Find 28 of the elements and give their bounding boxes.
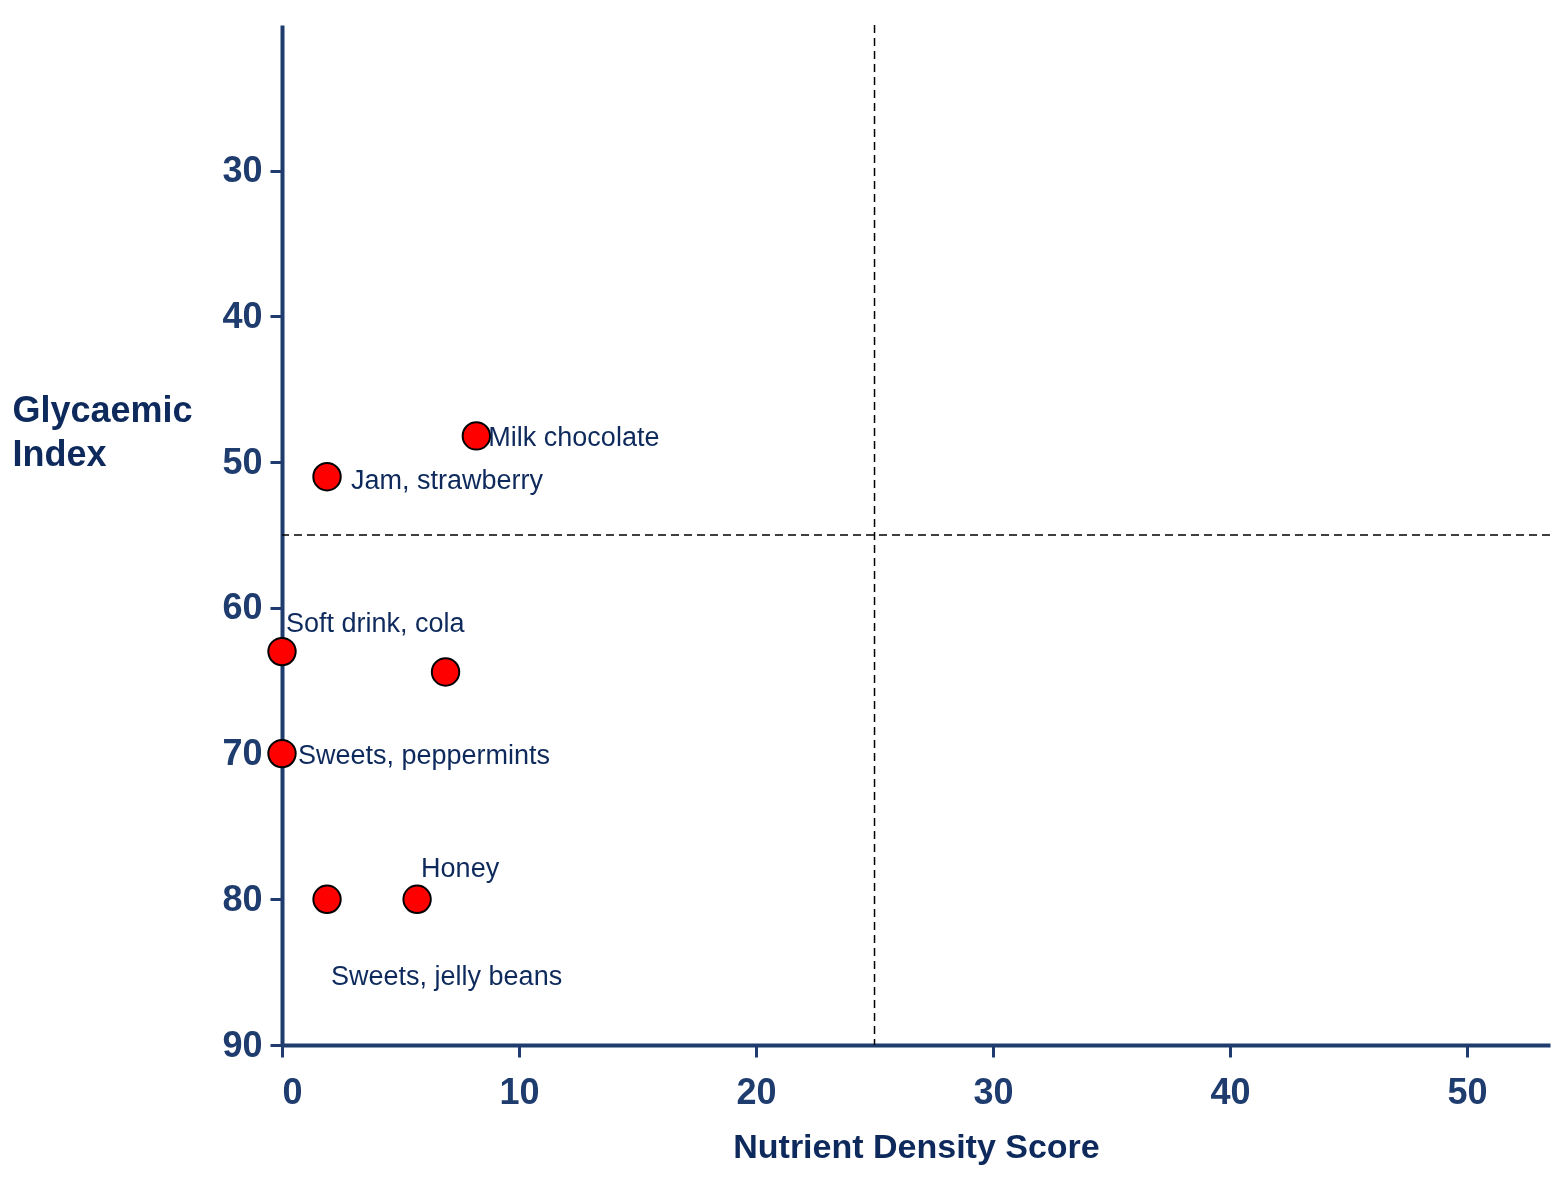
y-tick-label: 90 [222,1023,263,1065]
annotation: Sweets, jelly beans [331,961,563,992]
annotation: Soft drink, cola [286,607,466,638]
annotation: Sweets, peppermints [298,739,551,770]
point [430,657,461,687]
point [461,421,492,451]
point [402,884,432,914]
annotation: Honey [421,853,500,884]
x-tick-label: 40 [1210,1070,1251,1112]
y-tick-label: 60 [222,586,263,628]
point [267,738,297,769]
point [267,636,297,667]
annotation: Milk chocolate [488,421,660,452]
x-axis-title: Nutrient Density Score [733,1126,1100,1165]
point [312,884,342,914]
y-tick-label: 70 [222,732,263,774]
annotation: Jam, strawberry [351,464,544,495]
x-tick-label: 10 [499,1070,540,1112]
y-axis-title: Glycaemic Index [12,388,193,474]
point [312,462,342,492]
y-tick-label: 80 [222,877,263,919]
y-tick-label: 50 [222,440,263,482]
x-tick-label: 20 [736,1070,777,1112]
x-tick-label: 30 [973,1070,1014,1112]
x-tick-label: 50 [1447,1070,1488,1112]
x-tick-label: 0 [282,1070,303,1112]
y-tick-label: 40 [222,294,263,336]
y-tick-label: 30 [222,149,263,191]
